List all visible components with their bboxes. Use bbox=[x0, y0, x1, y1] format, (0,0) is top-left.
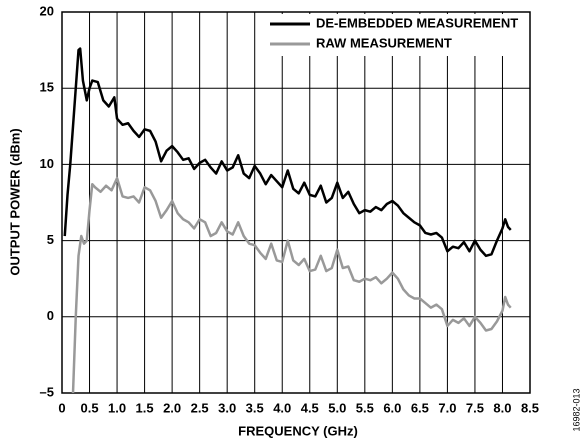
x-axis-label: FREQUENCY (GHz) bbox=[238, 423, 358, 438]
x-tick-label: 4.5 bbox=[301, 400, 319, 415]
y-tick-label: 10 bbox=[40, 156, 54, 171]
x-tick-label: 4.0 bbox=[273, 400, 291, 415]
y-tick-label: –5 bbox=[40, 384, 54, 399]
plot-frame bbox=[61, 11, 531, 394]
x-tick-label: 2.5 bbox=[191, 400, 209, 415]
data-line bbox=[71, 176, 512, 394]
x-tick-label: 5.5 bbox=[356, 400, 374, 415]
figure-id: 16982-013 bbox=[571, 388, 581, 431]
y-tick-label: 0 bbox=[47, 308, 54, 323]
legend-label: DE-EMBEDDED MEASUREMENT bbox=[316, 15, 518, 30]
x-tick-label: 1.5 bbox=[136, 400, 154, 415]
x-tick-label: 8.0 bbox=[493, 400, 511, 415]
x-tick-label: 1.0 bbox=[108, 400, 126, 415]
x-tick-label: 2.0 bbox=[163, 400, 181, 415]
legend-box bbox=[264, 14, 528, 56]
x-tick-label: 0.5 bbox=[80, 400, 98, 415]
y-tick-label: 20 bbox=[40, 3, 54, 18]
x-tick-label: 6.0 bbox=[383, 400, 401, 415]
x-tick-label: 7.5 bbox=[466, 400, 484, 415]
legend-label: RAW MEASUREMENT bbox=[316, 35, 452, 50]
x-tick-label: 5.0 bbox=[328, 400, 346, 415]
x-tick-label: 6.5 bbox=[411, 400, 429, 415]
x-tick-label: 7.0 bbox=[438, 400, 456, 415]
data-line bbox=[63, 47, 512, 258]
x-tick-label: 8.5 bbox=[521, 400, 539, 415]
y-tick-label: 5 bbox=[47, 232, 54, 247]
y-axis-label: OUTPUT POWER (dBm) bbox=[7, 128, 22, 275]
y-tick-label: 15 bbox=[40, 80, 54, 95]
x-tick-label: 3.5 bbox=[246, 400, 264, 415]
x-tick-label: 3.0 bbox=[218, 400, 236, 415]
x-tick-label: 0 bbox=[58, 400, 65, 415]
